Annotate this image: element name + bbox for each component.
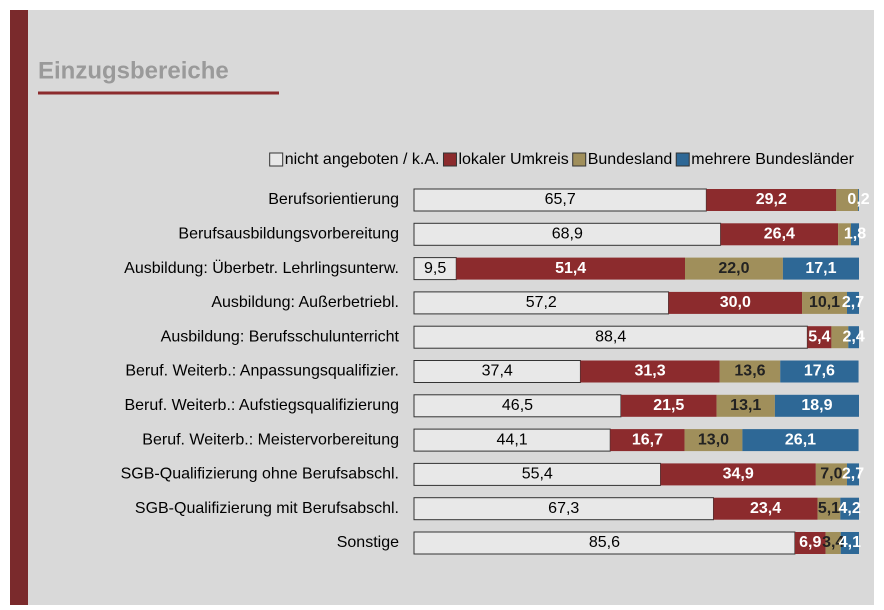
bar-segment [742, 429, 859, 452]
value-label: 68,9 [552, 226, 583, 243]
side-stripe [10, 10, 28, 605]
value-label: 57,2 [526, 294, 557, 311]
bar-segment [802, 291, 847, 314]
value-label: 37,4 [482, 363, 513, 380]
bar-segment [706, 189, 837, 211]
value-label: 6,9 [799, 534, 821, 551]
value-label: 10,1 [809, 294, 840, 311]
bar-segment [840, 497, 859, 520]
category-label: Beruf. Weiterb.: Meistervorbereitung [142, 431, 399, 448]
bar-segment [456, 257, 686, 280]
category-label: Ausbildung: Außerbetriebl. [211, 294, 399, 311]
value-label: 88,4 [595, 328, 626, 345]
value-label: 4,2 [839, 500, 861, 517]
category-label: Sonstige [337, 534, 399, 551]
bar-segment [720, 223, 839, 246]
category-label: Beruf. Weiterb.: Aufstiegsqualifizierung [124, 397, 399, 414]
legend-swatch [442, 152, 457, 167]
value-label: 16,7 [632, 431, 663, 448]
bar-segment [620, 394, 717, 417]
legend-swatch [572, 152, 587, 167]
value-label: 55,4 [522, 466, 553, 483]
value-label: 67,3 [548, 500, 579, 517]
value-label: 26,1 [785, 431, 816, 448]
bar-segment [716, 394, 775, 417]
bar-segment [580, 360, 720, 383]
value-label: 13,0 [698, 431, 729, 448]
bar-segment [838, 223, 851, 246]
value-label: 13,6 [734, 363, 765, 380]
value-label: 17,1 [805, 260, 836, 277]
value-label: 0,2 [847, 191, 869, 208]
value-label: 30,0 [720, 294, 751, 311]
value-label: 51,4 [555, 260, 586, 277]
value-label: 3,4 [822, 534, 844, 551]
value-label: 13,1 [730, 397, 761, 414]
value-label: 2,7 [842, 466, 864, 483]
value-label: 85,6 [589, 534, 620, 551]
value-label: 9,5 [424, 260, 446, 277]
value-label: 7,0 [820, 466, 842, 483]
bar-segment [817, 497, 841, 520]
value-label: 46,5 [502, 397, 533, 414]
category-label: SGB-Qualifizierung mit Berufsabschl. [135, 500, 399, 517]
value-label: 26,4 [764, 226, 795, 243]
value-label: 31,3 [635, 363, 666, 380]
value-label: 2,4 [843, 328, 865, 345]
value-label: 1,8 [844, 226, 866, 243]
bar-segment [846, 291, 859, 314]
bar-segment [774, 394, 859, 417]
bar-segment [858, 189, 859, 211]
value-label: 5,4 [808, 328, 830, 345]
bar-segment [807, 326, 832, 349]
legend-label: Bundesland [588, 151, 673, 168]
category-label: Ausbildung: Berufsschulunterricht [161, 328, 400, 345]
bar-segment [780, 360, 859, 383]
legend-swatch [269, 152, 284, 167]
bar-segment [815, 463, 847, 486]
value-label: 23,4 [750, 500, 781, 517]
bar-segment [660, 463, 816, 486]
category-label: Beruf. Weiterb.: Anpassungsqualifizier. [125, 363, 399, 380]
category-label: Berufsorientierung [268, 191, 399, 208]
bar-segment [840, 532, 859, 554]
bar-segment [713, 497, 818, 520]
category-label: Ausbildung: Überbetr. Lehrlingsunterw. [124, 259, 399, 277]
value-label: 5,1 [818, 500, 840, 517]
legend-label: nicht angeboten / k.A. [285, 151, 440, 168]
bar-segment [782, 257, 859, 280]
value-label: 21,5 [653, 397, 684, 414]
legend-label: mehrere Bundesländer [691, 151, 854, 168]
bar-segment [825, 532, 841, 554]
bar-segment [668, 291, 803, 314]
bar-segment [794, 532, 826, 554]
category-label: Berufsausbildungsvorbereitung [178, 226, 399, 243]
value-label: 44,1 [497, 431, 528, 448]
bar-segment [610, 429, 685, 452]
value-label: 29,2 [756, 191, 787, 208]
value-label: 4,1 [839, 534, 861, 551]
legend-swatch [675, 152, 690, 167]
value-label: 65,7 [545, 191, 576, 208]
bar-segment [684, 429, 743, 452]
bar-segment [848, 326, 859, 349]
value-label: 17,6 [804, 363, 835, 380]
value-label: 2,7 [842, 294, 864, 311]
value-label: 22,0 [718, 260, 749, 277]
legend-label: lokaler Umkreis [458, 151, 568, 168]
bar-segment [836, 189, 859, 211]
chart-title: Einzugsbereiche [38, 57, 229, 84]
bar-segment [685, 257, 783, 280]
value-label: 18,9 [801, 397, 832, 414]
bar-segment [831, 326, 849, 349]
bar-segment [719, 360, 781, 383]
value-label: 34,9 [723, 466, 754, 483]
bar-segment [850, 223, 859, 246]
bar-segment [846, 463, 859, 486]
category-label: SGB-Qualifizierung ohne Berufsabschl. [121, 466, 399, 483]
